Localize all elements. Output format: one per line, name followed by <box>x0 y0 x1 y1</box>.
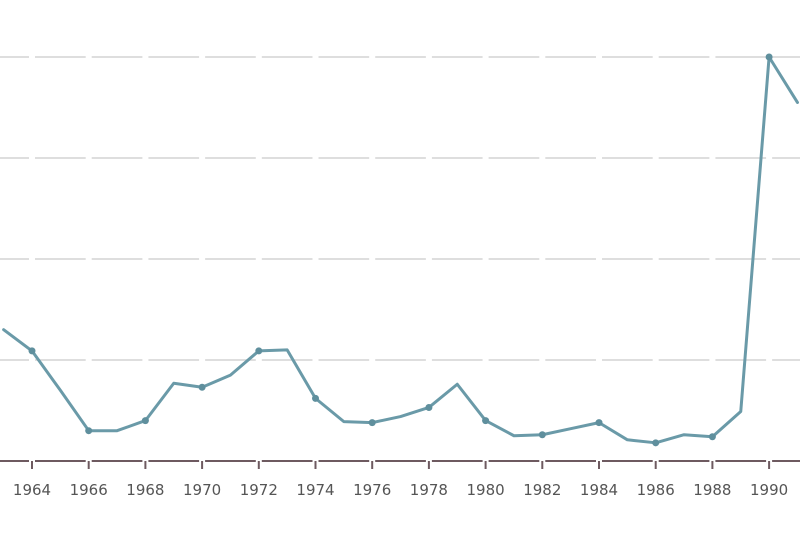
data-point <box>538 431 546 439</box>
x-tick-label: 1966 <box>70 481 108 499</box>
data-point <box>368 419 376 427</box>
data-point <box>85 427 93 435</box>
data-point <box>141 417 149 425</box>
data-point <box>198 383 206 391</box>
x-axis-tick-labels: 1964 1966 1968 1970 1972 1974 1976 1978 1980 1982… <box>13 481 788 499</box>
data-point <box>595 419 603 427</box>
x-tick-label: 1988 <box>693 481 731 499</box>
data-point <box>482 417 490 425</box>
x-tick-label: 1984 <box>580 481 618 499</box>
x-tick-label: 1968 <box>126 481 164 499</box>
data-series-line <box>2 55 799 445</box>
data-point <box>765 53 773 61</box>
x-tick-label: 1978 <box>410 481 448 499</box>
data-point <box>425 403 433 411</box>
x-tick-label: 1982 <box>523 481 561 499</box>
data-point <box>708 433 716 441</box>
x-tick-label: 1974 <box>296 481 334 499</box>
x-tick-label: 1972 <box>240 481 278 499</box>
x-tick-label: 1970 <box>183 481 221 499</box>
x-axis <box>0 460 800 469</box>
x-tick-label: 1976 <box>353 481 391 499</box>
data-point <box>28 347 36 355</box>
x-tick-label: 1990 <box>750 481 788 499</box>
x-tick-label: 1980 <box>467 481 505 499</box>
data-point <box>255 347 263 355</box>
data-point <box>652 439 660 447</box>
x-tick-label: 1986 <box>637 481 675 499</box>
x-tick-label: 1964 <box>13 481 51 499</box>
data-point <box>312 394 319 402</box>
data-point-markers <box>28 53 773 447</box>
gridlines <box>0 56 800 361</box>
